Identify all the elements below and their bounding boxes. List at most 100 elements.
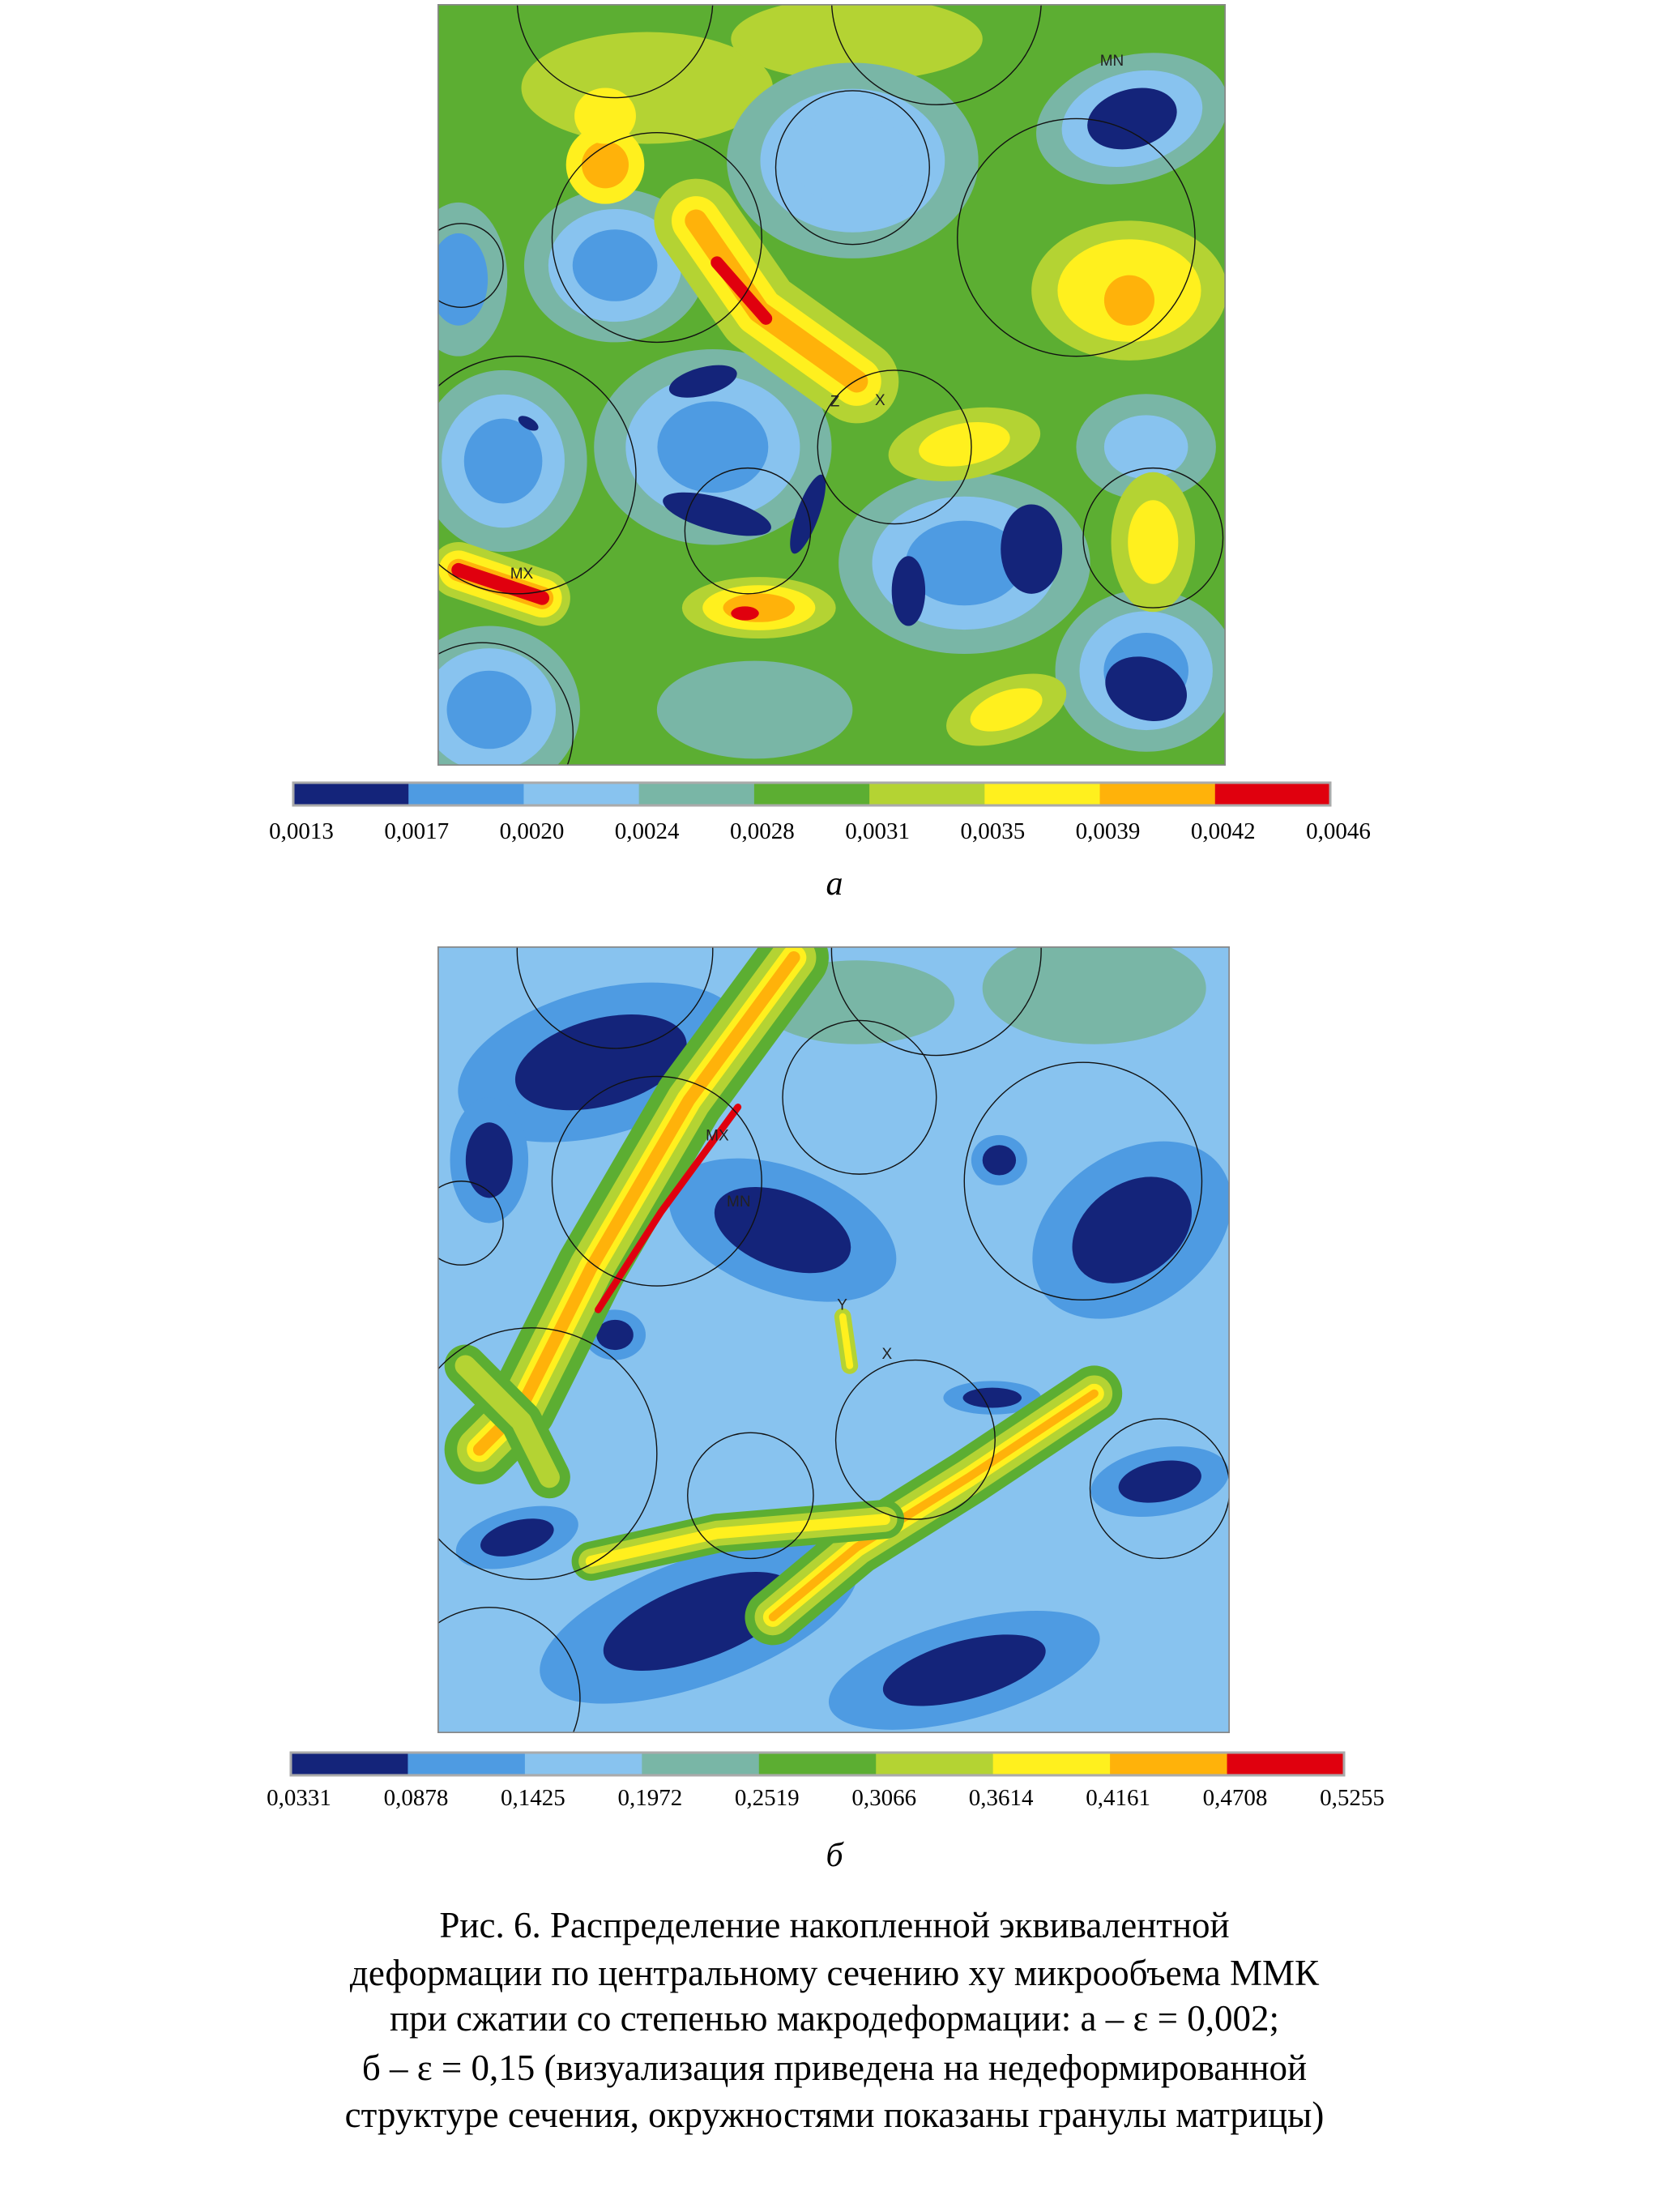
- grain-circle: [774, 90, 930, 246]
- colorbar-segment: [523, 783, 640, 805]
- contour-band: [595, 1104, 742, 1313]
- grain-circle: [437, 223, 504, 308]
- colorbar-segment: [1227, 1753, 1345, 1775]
- contour-field: [437, 4, 1226, 766]
- grain-circle: [963, 1061, 1203, 1301]
- contour-band: [585, 1514, 890, 1567]
- colorbar-label: 0,1972: [617, 1785, 682, 1811]
- colorbar-label: 0,4708: [1203, 1785, 1268, 1811]
- colorbar-border: [292, 781, 1332, 807]
- plot-annotation: X: [882, 1346, 893, 1363]
- contour-region: [514, 1014, 687, 1111]
- colorbar-label: 0,0028: [730, 818, 795, 844]
- grain-circle: [551, 1075, 762, 1287]
- contour-region: [596, 1319, 634, 1351]
- caption-line: б – ε = 0,15 (визуализация приведена на …: [362, 2048, 1307, 2088]
- colorbar-border: [289, 1751, 1346, 1777]
- contour-region: [891, 556, 926, 626]
- colorbar-label: 0,0039: [1076, 818, 1141, 844]
- contour-region: [793, 114, 911, 207]
- caption-line: при сжатии со степенью макродеформации: …: [390, 1998, 1279, 2039]
- contour-region: [882, 1634, 1046, 1706]
- grain-circle: [437, 355, 637, 595]
- contour-plot-a: MN MX Z X: [437, 4, 1226, 766]
- grain-circle: [957, 117, 1196, 357]
- contour-band: [454, 1355, 560, 1488]
- colorbar-segment: [408, 783, 524, 805]
- contour-region: [1105, 656, 1188, 721]
- contour-region: [1087, 88, 1177, 150]
- colorbar-segment: [992, 1753, 1111, 1775]
- contour-region: [982, 1145, 1017, 1176]
- plot-border: [437, 946, 1230, 1733]
- plot-annotation: MX: [706, 1128, 729, 1145]
- grain-circle: [830, 946, 1042, 1057]
- colorbar-segment: [1214, 783, 1331, 805]
- contour-region: [905, 520, 1023, 606]
- colorbar-label: 0,0020: [500, 818, 565, 844]
- panel-label: а: [826, 865, 843, 903]
- plot-border: [437, 4, 1226, 766]
- grain-circle: [516, 4, 714, 99]
- plot-annotation: X: [875, 392, 885, 409]
- contour-region: [582, 141, 629, 189]
- contour-region: [437, 233, 489, 326]
- colorbar-label: 0,4161: [1086, 1785, 1150, 1811]
- colorbar-label: 0,0031: [845, 818, 910, 844]
- colorbar-segment: [291, 1753, 408, 1775]
- contour-region: [656, 660, 853, 759]
- colorbar-label: 0,0017: [384, 818, 449, 844]
- colorbar-label: 0,0331: [267, 1785, 331, 1811]
- grain-circle: [551, 131, 762, 344]
- colorbar-segment: [524, 1753, 642, 1775]
- caption-line: структуре сечения, окружностями показаны…: [345, 2095, 1325, 2135]
- contour-region: [962, 1387, 1022, 1408]
- contour-region: [723, 593, 796, 622]
- colorbar-segment: [758, 1753, 877, 1775]
- grain-circle: [1082, 467, 1224, 609]
- contour-region: [1103, 415, 1188, 480]
- contour-band: [710, 256, 773, 325]
- contour-region: [480, 1518, 554, 1557]
- contour-region: [970, 688, 1043, 732]
- grain-circle: [782, 1019, 937, 1175]
- contour-region: [1001, 504, 1063, 594]
- colorbar-segment: [753, 783, 870, 805]
- colorbar-segment: [1110, 1753, 1228, 1775]
- grain-circle: [437, 642, 574, 766]
- contour-region: [574, 88, 636, 144]
- colorbar-label: 0,0046: [1306, 818, 1371, 844]
- contour-region: [1103, 275, 1155, 326]
- contour-region: [465, 1122, 513, 1198]
- contour-region: [1118, 1460, 1201, 1503]
- colorbar-label: 0,3066: [851, 1785, 916, 1811]
- contour-region: [663, 492, 771, 536]
- colorbar-segment: [1099, 783, 1216, 805]
- grain-circle: [834, 1359, 996, 1520]
- colorbar-label: 0,3614: [969, 1785, 1034, 1811]
- contour-plot-b: MX MN Y X: [437, 946, 1230, 1733]
- grain-circle: [1089, 1418, 1230, 1560]
- colorbar-segment: [293, 783, 409, 805]
- plot-annotation: Z: [830, 394, 840, 411]
- caption-line: Рис. 6. Распределение накопленной эквива…: [439, 1905, 1229, 1945]
- colorbar-label: 0,0035: [960, 818, 1025, 844]
- contour-region: [982, 946, 1206, 1044]
- grain-circle: [817, 369, 972, 525]
- colorbar-label: 0,2519: [735, 1785, 800, 1811]
- contour-region: [714, 1187, 851, 1274]
- plot-annotation: Y: [837, 1296, 847, 1313]
- colorbar-label: 0,0878: [384, 1785, 449, 1811]
- colorbar-segment: [876, 1753, 994, 1775]
- grain-circle: [437, 1181, 504, 1266]
- grain-circle: [437, 1327, 658, 1580]
- contour-region: [463, 418, 543, 504]
- contour-region: [1128, 500, 1179, 584]
- grain-circle: [830, 4, 1042, 105]
- grain-circle: [684, 467, 812, 595]
- contour-region: [919, 421, 1010, 467]
- grain-circle: [687, 1432, 814, 1560]
- contour-region: [731, 606, 759, 621]
- colorbar-label: 0,0013: [269, 818, 334, 844]
